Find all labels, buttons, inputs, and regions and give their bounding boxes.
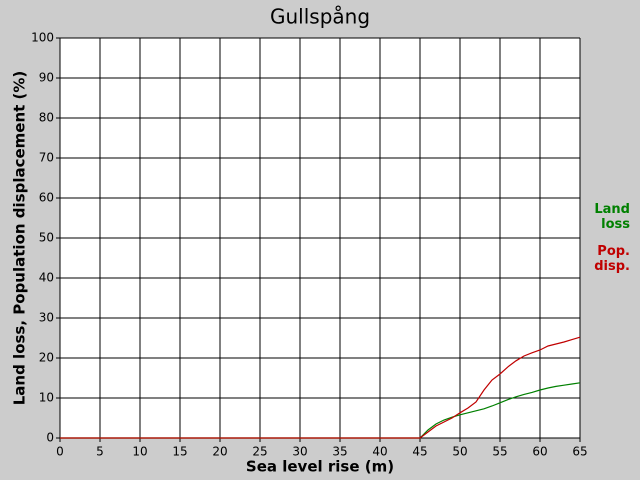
y-tick-label: 90 — [39, 71, 54, 85]
x-tick-label: 25 — [252, 445, 267, 459]
x-tick-label: 35 — [332, 445, 347, 459]
x-tick-label: 0 — [56, 445, 64, 459]
y-tick-label: 0 — [46, 431, 54, 445]
x-tick-label: 50 — [452, 445, 467, 459]
x-tick-label: 30 — [292, 445, 307, 459]
x-tick-label: 65 — [572, 445, 587, 459]
data-line — [60, 336, 581, 439]
x-tick-label: 20 — [212, 445, 227, 459]
y-tick-label: 30 — [39, 311, 54, 325]
y-tick-label: 80 — [39, 111, 54, 125]
y-tick-label: 60 — [39, 191, 54, 205]
x-tick-label: 5 — [96, 445, 104, 459]
legend-entry: Pop. disp. — [594, 244, 630, 274]
y-axis-label: Land loss, Population displacement (%) — [11, 71, 29, 406]
chart-title: Gullspång — [270, 5, 370, 29]
y-tick-label: 100 — [31, 31, 54, 45]
x-axis-label: Sea level rise (m) — [246, 458, 394, 476]
y-tick-label: 20 — [39, 351, 54, 365]
x-tick-label: 60 — [532, 445, 547, 459]
y-tick-label: 70 — [39, 151, 54, 165]
x-tick-label: 55 — [492, 445, 507, 459]
x-tick-label: 10 — [132, 445, 147, 459]
y-tick-label: 10 — [39, 391, 54, 405]
legend-entry: Land loss — [594, 202, 630, 232]
data-line — [60, 382, 581, 439]
x-tick-label: 40 — [372, 445, 387, 459]
y-tick-label: 50 — [39, 231, 54, 245]
x-tick-label: 15 — [172, 445, 187, 459]
x-tick-label: 45 — [412, 445, 427, 459]
y-tick-label: 40 — [39, 271, 54, 285]
